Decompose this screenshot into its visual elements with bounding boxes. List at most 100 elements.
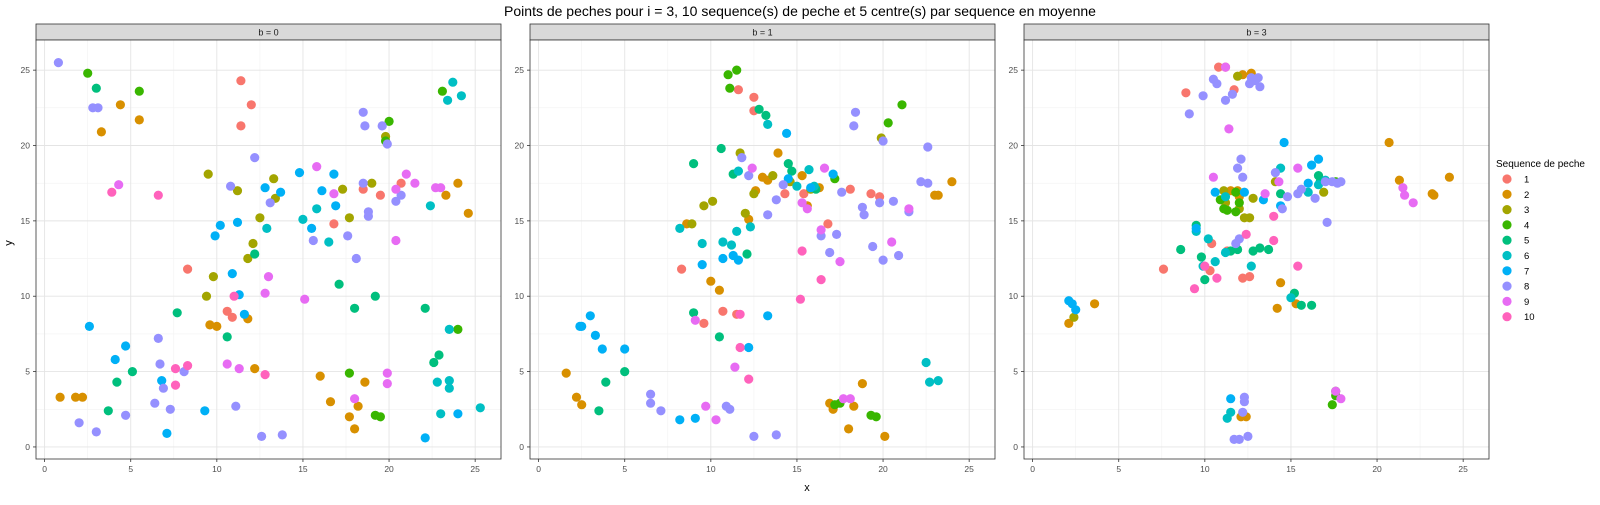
data-point-seq-5 bbox=[1276, 189, 1286, 199]
data-point-seq-8 bbox=[358, 178, 368, 188]
data-point-seq-4 bbox=[1231, 187, 1241, 197]
data-point-seq-5 bbox=[334, 279, 344, 289]
data-point-seq-7 bbox=[675, 415, 685, 425]
data-point-seq-6 bbox=[675, 223, 685, 233]
data-point-seq-10 bbox=[1189, 284, 1200, 294]
data-point-seq-2 bbox=[315, 371, 325, 381]
data-point-seq-7 bbox=[620, 344, 630, 354]
panel-border bbox=[35, 39, 502, 460]
data-point-seq-8 bbox=[1239, 392, 1249, 402]
data-point-seq-2 bbox=[115, 100, 125, 110]
data-point-seq-4 bbox=[897, 100, 907, 110]
data-point-seq-8 bbox=[53, 58, 64, 68]
data-point-seq-8 bbox=[74, 418, 84, 428]
data-point-seq-3 bbox=[232, 186, 243, 196]
data-point-seq-6 bbox=[933, 376, 943, 386]
data-point-seq-9 bbox=[1398, 183, 1408, 193]
data-point-seq-6 bbox=[298, 214, 308, 224]
data-point-seq-8 bbox=[878, 136, 888, 146]
data-point-seq-7 bbox=[294, 168, 305, 178]
x-tick-label: 0 bbox=[1030, 464, 1035, 474]
data-point-seq-10 bbox=[170, 380, 181, 390]
data-point-seq-8 bbox=[226, 181, 236, 191]
x-tick-label: 15 bbox=[1286, 464, 1296, 474]
data-point-seq-10 bbox=[1241, 229, 1251, 239]
data-point-seq-3 bbox=[1248, 193, 1258, 203]
data-point-seq-7 bbox=[331, 201, 341, 211]
data-point-seq-1 bbox=[1238, 273, 1248, 283]
data-point-seq-2 bbox=[325, 397, 336, 407]
data-point-seq-10 bbox=[107, 187, 117, 197]
data-point-seq-9 bbox=[690, 315, 700, 325]
data-point-seq-7 bbox=[690, 413, 700, 423]
data-point-seq-2 bbox=[205, 320, 215, 330]
data-point-seq-6 bbox=[726, 240, 737, 250]
data-point-seq-9 bbox=[1336, 394, 1346, 404]
data-point-seq-5 bbox=[370, 291, 380, 301]
data-point-seq-8 bbox=[849, 121, 859, 131]
data-point-seq-1 bbox=[749, 92, 759, 102]
legend-key-2 bbox=[1502, 189, 1512, 199]
data-point-seq-1 bbox=[1181, 88, 1191, 98]
data-point-seq-4 bbox=[437, 86, 447, 96]
data-point-seq-10 bbox=[1293, 261, 1303, 271]
data-point-seq-9 bbox=[730, 362, 740, 372]
data-point-seq-5 bbox=[601, 377, 611, 387]
data-point-seq-6 bbox=[1220, 247, 1231, 258]
data-point-seq-9 bbox=[1408, 198, 1418, 208]
data-point-seq-7 bbox=[1313, 154, 1324, 164]
data-point-seq-7 bbox=[227, 269, 237, 279]
data-point-seq-8 bbox=[1233, 163, 1243, 173]
data-point-seq-5 bbox=[1196, 252, 1206, 262]
data-point-seq-7 bbox=[828, 169, 838, 179]
data-point-seq-8 bbox=[1310, 193, 1320, 203]
data-point-seq-9 bbox=[114, 180, 124, 190]
data-point-seq-4 bbox=[384, 116, 394, 126]
data-point-seq-8 bbox=[150, 398, 160, 408]
data-point-seq-6 bbox=[732, 226, 742, 236]
data-point-seq-5 bbox=[1176, 244, 1186, 255]
data-point-seq-1 bbox=[699, 318, 709, 328]
data-point-seq-6 bbox=[792, 181, 802, 191]
y-tick-label: 10 bbox=[21, 291, 31, 301]
data-point-seq-8 bbox=[763, 210, 773, 220]
data-point-seq-5 bbox=[714, 332, 725, 342]
data-point-seq-1 bbox=[823, 219, 833, 229]
data-point-seq-8 bbox=[231, 401, 241, 411]
legend-key-5 bbox=[1502, 235, 1512, 245]
y-tick-label: 5 bbox=[25, 367, 30, 377]
data-point-seq-6 bbox=[697, 238, 707, 249]
data-point-seq-7 bbox=[718, 253, 728, 264]
data-point-seq-9 bbox=[797, 198, 807, 208]
data-point-seq-6 bbox=[312, 204, 322, 214]
y-axis-label: y bbox=[3, 240, 15, 246]
data-point-seq-8 bbox=[725, 404, 735, 414]
data-point-seq-5 bbox=[222, 332, 232, 342]
data-point-seq-8 bbox=[1322, 217, 1332, 227]
y-tick-label: 0 bbox=[1013, 442, 1018, 452]
data-point-seq-6 bbox=[1286, 293, 1296, 303]
data-point-seq-4 bbox=[1231, 207, 1241, 217]
data-point-seq-8 bbox=[1198, 91, 1208, 101]
data-point-seq-3 bbox=[1233, 71, 1243, 81]
data-point-seq-10 bbox=[1269, 211, 1279, 221]
data-point-seq-9 bbox=[300, 294, 310, 304]
data-point-seq-7 bbox=[232, 217, 243, 227]
data-point-seq-9 bbox=[382, 379, 392, 389]
data-point-seq-2 bbox=[441, 190, 451, 200]
y-tick-label: 25 bbox=[1009, 65, 1019, 75]
data-point-seq-7 bbox=[276, 187, 286, 197]
data-point-seq-3 bbox=[699, 201, 709, 211]
data-point-seq-10 bbox=[1200, 261, 1210, 271]
data-point-seq-9 bbox=[887, 237, 897, 247]
data-point-seq-8 bbox=[1220, 95, 1231, 105]
data-point-seq-5 bbox=[250, 249, 260, 259]
legend-label: 5 bbox=[1524, 236, 1529, 247]
data-point-seq-6 bbox=[436, 409, 446, 419]
data-point-seq-10 bbox=[735, 342, 745, 353]
data-point-seq-8 bbox=[749, 431, 759, 441]
data-point-seq-5 bbox=[754, 104, 764, 114]
data-point-seq-1 bbox=[799, 189, 809, 199]
data-point-seq-7 bbox=[84, 321, 94, 331]
data-point-seq-5 bbox=[434, 350, 444, 360]
